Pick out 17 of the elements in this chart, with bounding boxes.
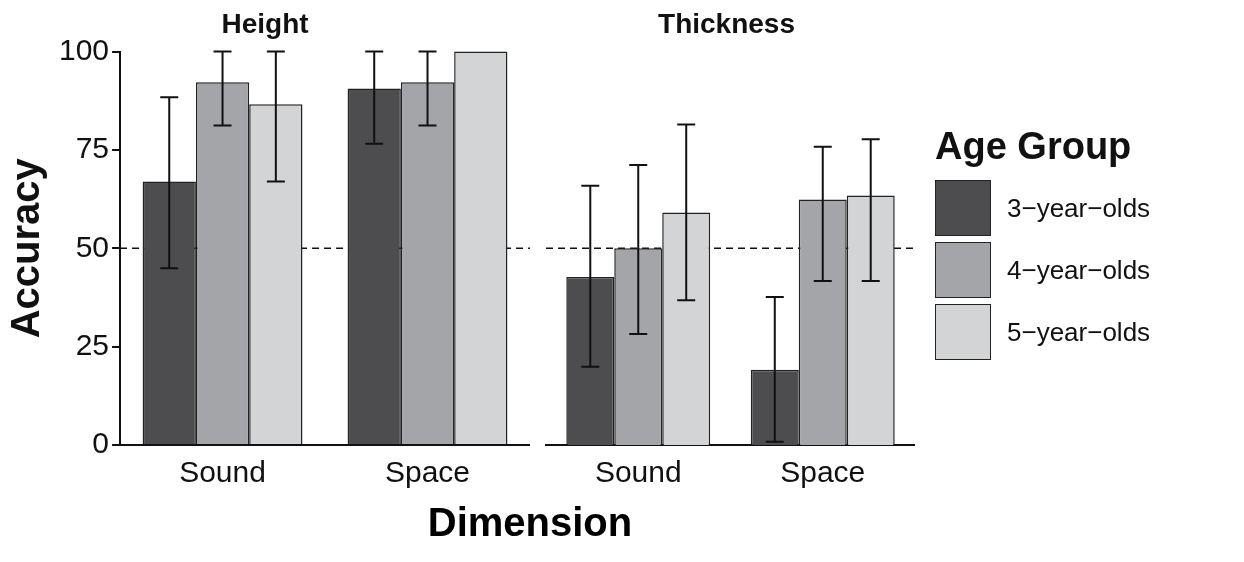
y-tick-label: 50	[75, 229, 110, 263]
x-tick-label: Space	[384, 455, 471, 489]
legend-label: 5−year−olds	[1007, 316, 1151, 348]
y-tick-label: 25	[75, 327, 110, 361]
chart-title: Thickness	[658, 7, 795, 39]
legend-label: 4−year−olds	[1007, 254, 1151, 286]
y-axis-title: Accuracy	[3, 157, 48, 339]
legend-title: Age Group	[935, 125, 1133, 168]
x-tick-label: Space	[780, 455, 866, 489]
x-tick-label: Sound	[179, 455, 266, 489]
y-tick-label: 100	[58, 32, 110, 66]
chart-title: Height	[221, 7, 309, 39]
y-tick-label: 0	[92, 426, 110, 460]
legend-label: 3−year−olds	[1007, 192, 1151, 224]
x-tick-label: Sound	[594, 455, 682, 489]
x-axis-title: Dimension	[426, 500, 634, 545]
y-tick-label: 75	[75, 131, 110, 165]
